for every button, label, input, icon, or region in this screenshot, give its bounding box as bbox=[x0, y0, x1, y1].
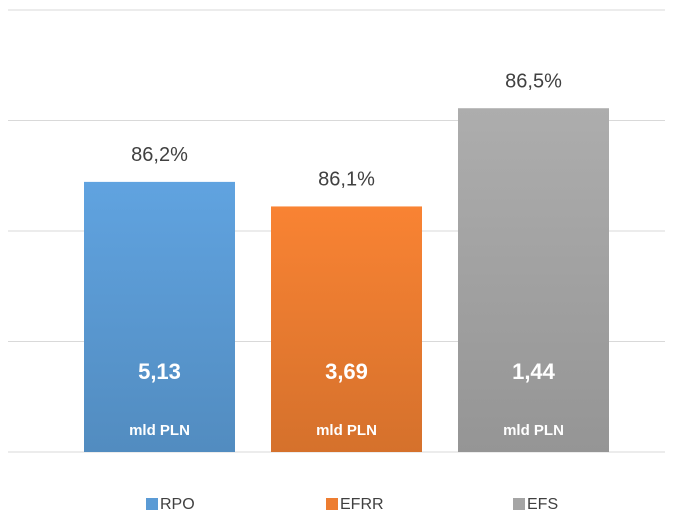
value-label: 86,5% bbox=[505, 71, 562, 93]
unit-label: mld PLN bbox=[503, 422, 564, 439]
unit-label: mld PLN bbox=[129, 422, 190, 439]
bar bbox=[84, 181, 235, 452]
legend-swatch bbox=[146, 498, 158, 510]
amount-label: 5,13 bbox=[138, 359, 181, 384]
amount-label: 3,69 bbox=[325, 359, 368, 384]
value-label: 86,2% bbox=[131, 144, 188, 166]
value-label: 86,1% bbox=[318, 169, 375, 191]
legend-label: EFRR bbox=[340, 496, 384, 513]
legend-label: RPO bbox=[160, 496, 195, 513]
legend-swatch bbox=[513, 498, 525, 510]
legend-swatch bbox=[326, 498, 338, 510]
bar bbox=[271, 206, 422, 452]
unit-label: mld PLN bbox=[316, 422, 377, 439]
legend-label: EFS bbox=[527, 496, 558, 513]
bar bbox=[458, 108, 609, 452]
amount-label: 1,44 bbox=[512, 359, 556, 384]
